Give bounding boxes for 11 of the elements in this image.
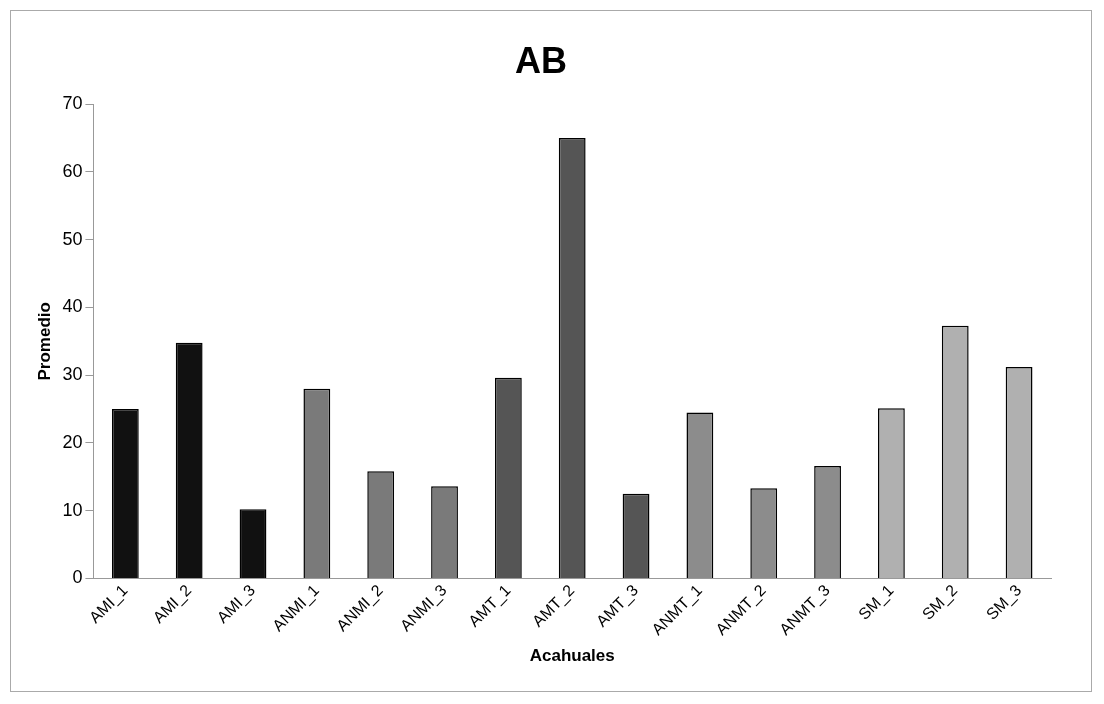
- y-tick-label: 10: [62, 499, 83, 520]
- y-tick-label: 40: [62, 296, 83, 317]
- y-tick-label: 60: [62, 160, 83, 181]
- x-axis-title: Acahuales: [529, 646, 615, 666]
- y-tick-label: 0: [72, 567, 83, 588]
- y-tick-label: 50: [62, 228, 83, 249]
- y-tick-label: 30: [62, 364, 83, 385]
- y-tick-label: 20: [62, 431, 83, 452]
- y-tick-label: 70: [62, 93, 83, 114]
- y-axis-title: Promedio: [34, 302, 54, 381]
- chart-title: AB: [515, 39, 567, 81]
